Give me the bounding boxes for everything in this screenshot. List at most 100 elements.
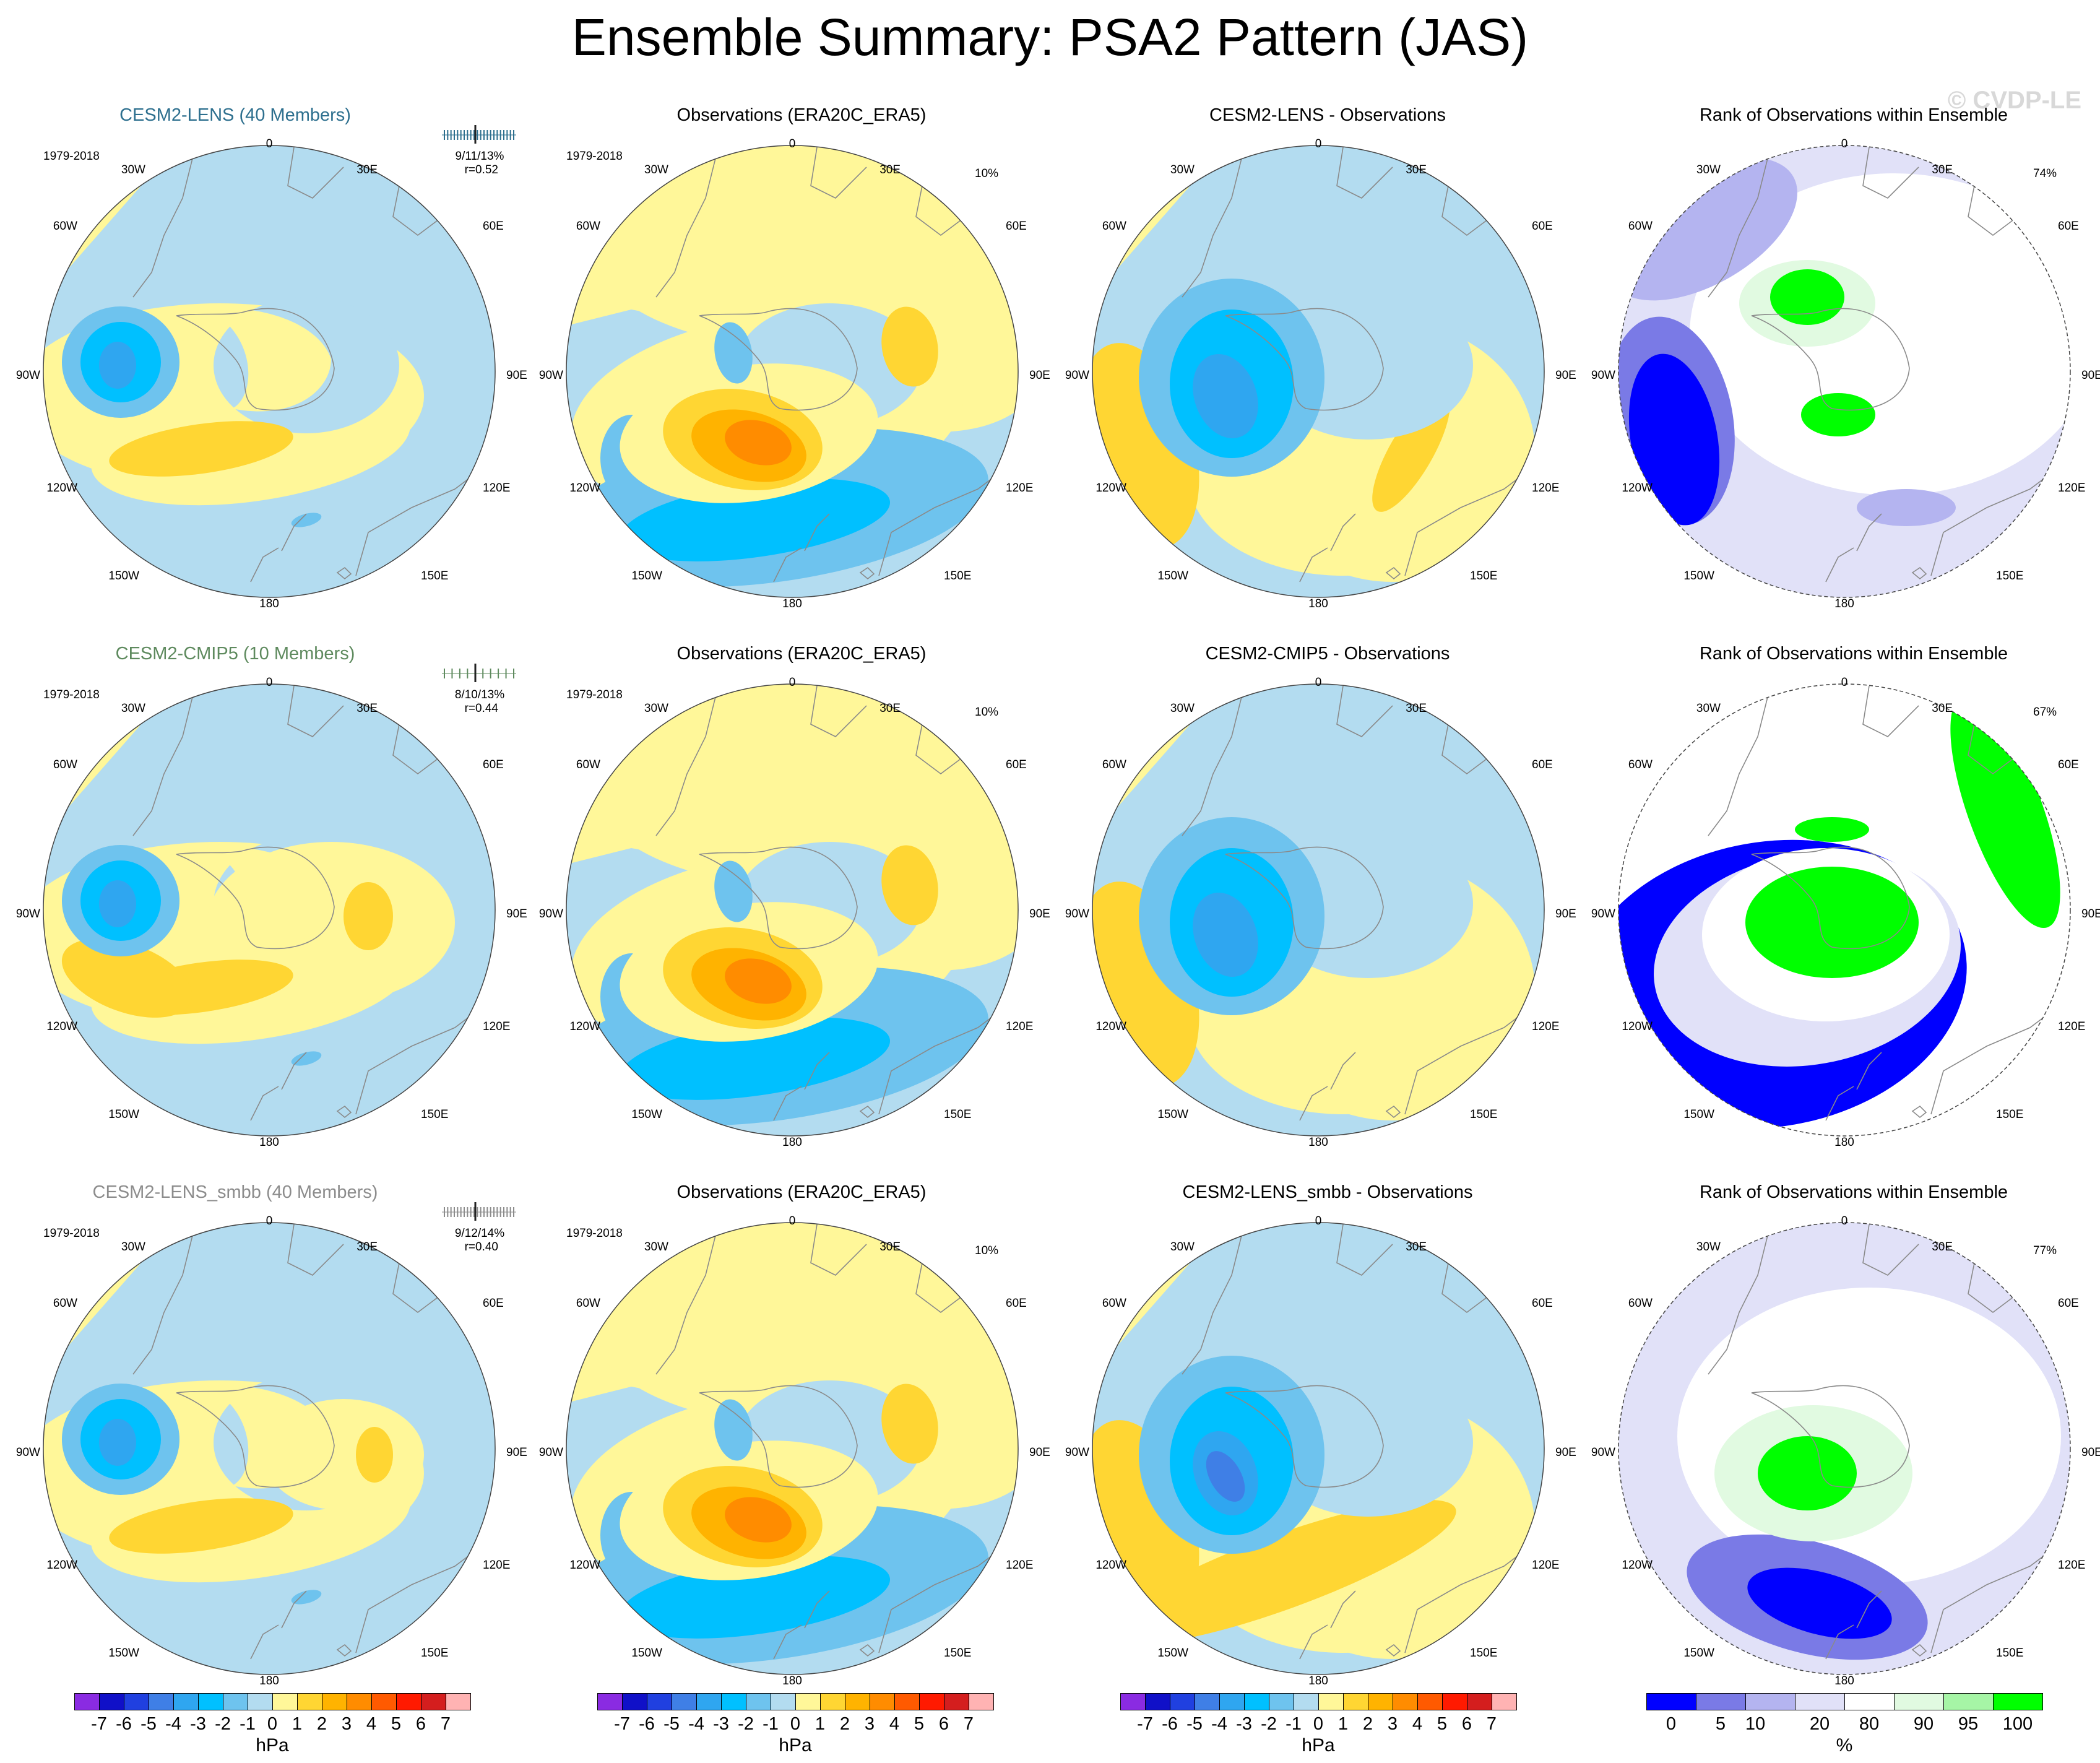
obs-polar-map <box>566 145 1019 598</box>
longitude-label: 120W <box>46 1559 77 1572</box>
colorbar-swatch <box>1442 1693 1467 1710</box>
longitude-label: 120W <box>569 482 600 495</box>
longitude-label: 90W <box>1065 907 1089 920</box>
longitude-label: 150W <box>1157 1108 1188 1121</box>
longitude-label: 30W <box>1170 702 1195 715</box>
variance-stats-label: 8/10/13% <box>454 688 505 701</box>
longitude-label: 90W <box>15 1446 40 1459</box>
longitude-label: 60E <box>483 1297 504 1310</box>
longitude-label: 60W <box>53 1297 77 1310</box>
longitude-label: 120W <box>569 1020 600 1033</box>
longitude-label: 150E <box>1470 1108 1498 1121</box>
colorbar-tick-label: 7 <box>440 1714 451 1734</box>
colorbar-swatch <box>272 1693 298 1710</box>
longitude-label: 30W <box>1170 163 1195 176</box>
model-map-panel: CESM2-LENS_smbb (40 Members) 0 30E 60E 90E 12… <box>16 1176 532 1715</box>
colorbar-tick-label: 5 <box>1715 1714 1726 1734</box>
longitude-label: 120W <box>1622 1020 1653 1033</box>
colorbar-swatch <box>1745 1693 1795 1710</box>
colorbar-swatch <box>672 1693 697 1710</box>
longitude-label: 150W <box>1683 570 1714 583</box>
colorbar-swatch <box>721 1693 746 1710</box>
longitude-label: 90E <box>1029 907 1050 920</box>
colorbar-swatch <box>771 1693 796 1710</box>
colorbar-swatch <box>1343 1693 1368 1710</box>
colorbar-unit-label: hPa <box>779 1735 812 1756</box>
longitude-label: 90E <box>506 369 527 382</box>
model-panel-title: CESM2-CMIP5 (10 Members) <box>115 644 355 664</box>
colorbar-tick-label: -5 <box>663 1714 680 1734</box>
diff-panel-title: CESM2-CMIP5 - Observations <box>1205 644 1450 664</box>
longitude-label: 180 <box>259 1136 279 1149</box>
longitude-label: 180 <box>1834 597 1854 610</box>
colorbar-tick-label: -4 <box>1211 1714 1227 1734</box>
longitude-label: 90E <box>1555 369 1576 382</box>
rank-polar-map <box>1618 1222 2071 1675</box>
rank-percent-label: 74% <box>2033 167 2057 180</box>
longitude-label: 180 <box>1308 597 1328 610</box>
colorbar-swatch <box>446 1693 471 1710</box>
longitude-label: 30W <box>1696 1241 1721 1254</box>
longitude-label: 60E <box>1532 1297 1553 1310</box>
longitude-label: 150W <box>1683 1108 1714 1121</box>
rank-polar-map <box>1618 145 2071 598</box>
longitude-label: 60W <box>576 220 600 233</box>
longitude-label: 0 <box>1315 1215 1322 1228</box>
colorbar-swatch <box>198 1693 223 1710</box>
colorbar-unit-label: hPa <box>1302 1735 1335 1756</box>
colorbar-tick-label: -6 <box>116 1714 132 1734</box>
longitude-label: 150W <box>1157 1647 1188 1660</box>
longitude-label: 90W <box>15 907 40 920</box>
longitude-label: 120W <box>46 1020 77 1033</box>
longitude-label: 30E <box>356 1241 378 1254</box>
colorbar-swatch <box>696 1693 722 1710</box>
rank-map-panel: Rank of Observations within Ensemble 0 30E… <box>1591 1176 2100 1715</box>
longitude-label: 30W <box>121 702 145 715</box>
main-title: Ensemble Summary: PSA2 Pattern (JAS) <box>571 8 1529 66</box>
longitude-label: 30W <box>644 163 668 176</box>
longitude-label: 90W <box>1591 907 1615 920</box>
colorbar-swatch <box>1795 1693 1845 1710</box>
colorbar-tick-label: 6 <box>1461 1714 1472 1734</box>
colorbar-swatch <box>820 1693 845 1710</box>
longitude-label: 120E <box>483 1020 511 1033</box>
longitude-label: 120E <box>2058 482 2086 495</box>
longitude-label: 0 <box>789 676 796 689</box>
longitude-label: 0 <box>1841 137 1848 150</box>
obs-polar-map <box>566 683 1019 1137</box>
longitude-label: 30E <box>879 1241 901 1254</box>
longitude-label: 90W <box>1591 369 1615 382</box>
longitude-label: 30E <box>1932 1241 1953 1254</box>
longitude-label: 60E <box>1532 220 1553 233</box>
pattern-percent-label: 10% <box>975 167 999 180</box>
longitude-label: 180 <box>259 597 279 610</box>
colorbar-tick-label: 2 <box>1362 1714 1373 1734</box>
model-polar-map <box>43 145 496 598</box>
longitude-label: 90E <box>506 1446 527 1459</box>
colorbar-tick-label: 5 <box>391 1714 402 1734</box>
colorbar-tick-label: 20 <box>1809 1714 1830 1734</box>
rank-panel-title: Rank of Observations within Ensemble <box>1699 105 2008 125</box>
longitude-label: 30E <box>1932 702 1953 715</box>
obs-map-panel: Observations (ERA20C_ERA5) 0 30E 60E 90E 120E… <box>539 638 1055 1176</box>
member-spread-glyph <box>442 125 516 144</box>
obs-panel-title: Observations (ERA20C_ERA5) <box>676 105 927 125</box>
longitude-label: 120E <box>2058 1020 2086 1033</box>
colorbar-tick-label: 0 <box>1313 1714 1324 1734</box>
longitude-label: 90W <box>538 1446 563 1459</box>
colorbar-swatch <box>1145 1693 1170 1710</box>
model-panel-title: CESM2-LENS_smbb (40 Members) <box>92 1182 378 1202</box>
longitude-label: 60W <box>53 758 77 771</box>
longitude-label: 0 <box>789 1215 796 1228</box>
colorbar-swatch <box>223 1693 248 1710</box>
longitude-label: 0 <box>789 137 796 150</box>
longitude-label: 120E <box>1006 482 1034 495</box>
longitude-label: 60E <box>1006 758 1027 771</box>
colorbar-tick-label: -7 <box>614 1714 630 1734</box>
longitude-label: 90W <box>538 369 563 382</box>
colorbar-tick-label: 0 <box>1666 1714 1677 1734</box>
year-range-label: 1979-2018 <box>43 150 100 163</box>
colorbar-swatch <box>1417 1693 1443 1710</box>
longitude-label: 0 <box>1841 1215 1848 1228</box>
longitude-label: 30E <box>356 702 378 715</box>
